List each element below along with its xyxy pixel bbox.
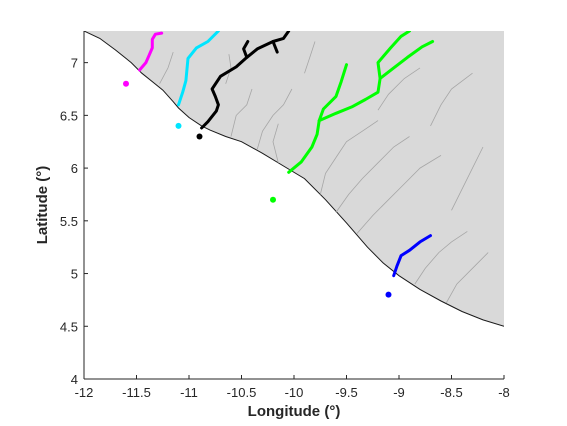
station-green <box>270 196 276 203</box>
y-tick-label: 4 <box>71 372 78 387</box>
y-tick-label: 4.5 <box>60 319 78 334</box>
minor-stream <box>225 54 232 84</box>
river-black <box>242 40 250 59</box>
land-layer <box>84 31 504 327</box>
x-tick-label: -9.5 <box>335 385 357 400</box>
x-tick-label: -10.5 <box>227 385 257 400</box>
y-tick-label: 6 <box>71 161 78 176</box>
x-tick-label: -8 <box>498 385 510 400</box>
x-tick-label: -8.5 <box>440 385 462 400</box>
x-tick-label: -11.5 <box>122 385 151 400</box>
minor-stream <box>256 88 293 150</box>
x-tick-label: -10 <box>285 385 304 400</box>
station-black <box>196 133 203 140</box>
river-green <box>317 40 435 123</box>
river-black <box>271 40 279 54</box>
land-mass <box>84 31 504 327</box>
station-magenta <box>123 80 129 87</box>
y-tick-label: 7 <box>71 56 78 71</box>
minor-stream <box>377 67 421 111</box>
y-axis-label: Latitude (°) <box>34 166 51 245</box>
x-tick-label: -12 <box>75 385 94 400</box>
river-blue <box>392 234 432 278</box>
river-cyan <box>177 31 220 107</box>
y-tick-label: 6.5 <box>60 108 78 123</box>
x-tick-label: -9 <box>393 385 405 400</box>
plot-area <box>84 31 504 327</box>
rivers-layer <box>138 31 435 278</box>
minor-stream <box>304 41 316 74</box>
minor-stream <box>335 136 410 213</box>
minor-stream <box>445 252 489 304</box>
y-tick-label: 5 <box>71 267 78 282</box>
x-tick-label: -11 <box>180 385 198 400</box>
station-cyan <box>175 122 182 129</box>
streams-layer <box>159 41 489 304</box>
minor-stream <box>272 123 279 163</box>
axes-layer: -12 -11.5 -11 -10.5 -10 -9.5 -9 -8.5 -8 4 4.5 5 5.5 6… <box>60 31 510 400</box>
minor-stream <box>319 120 379 195</box>
coastline <box>84 31 504 327</box>
minor-stream <box>414 231 468 285</box>
river-magenta <box>138 31 164 72</box>
minor-stream <box>356 155 442 234</box>
x-axis-label: Longitude (°) <box>248 403 341 420</box>
minor-stream <box>451 146 484 211</box>
minor-stream <box>430 72 473 127</box>
station-blue <box>385 291 392 298</box>
river-green <box>376 31 411 80</box>
stations-layer <box>123 80 392 298</box>
y-tick-label: 5.5 <box>60 214 78 229</box>
minor-stream <box>230 88 253 137</box>
minor-stream <box>159 51 174 84</box>
